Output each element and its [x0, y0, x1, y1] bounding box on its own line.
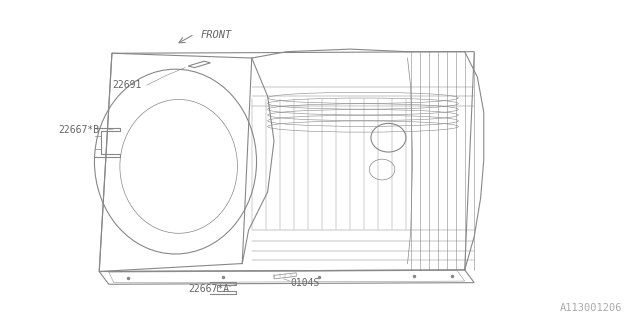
Text: 22691: 22691 [112, 80, 141, 90]
Text: 0104S: 0104S [290, 278, 319, 288]
Text: FRONT: FRONT [201, 30, 232, 40]
Text: 22667*B: 22667*B [58, 125, 99, 135]
Text: A113001206: A113001206 [560, 303, 623, 313]
Text: 22667*A: 22667*A [188, 284, 229, 294]
